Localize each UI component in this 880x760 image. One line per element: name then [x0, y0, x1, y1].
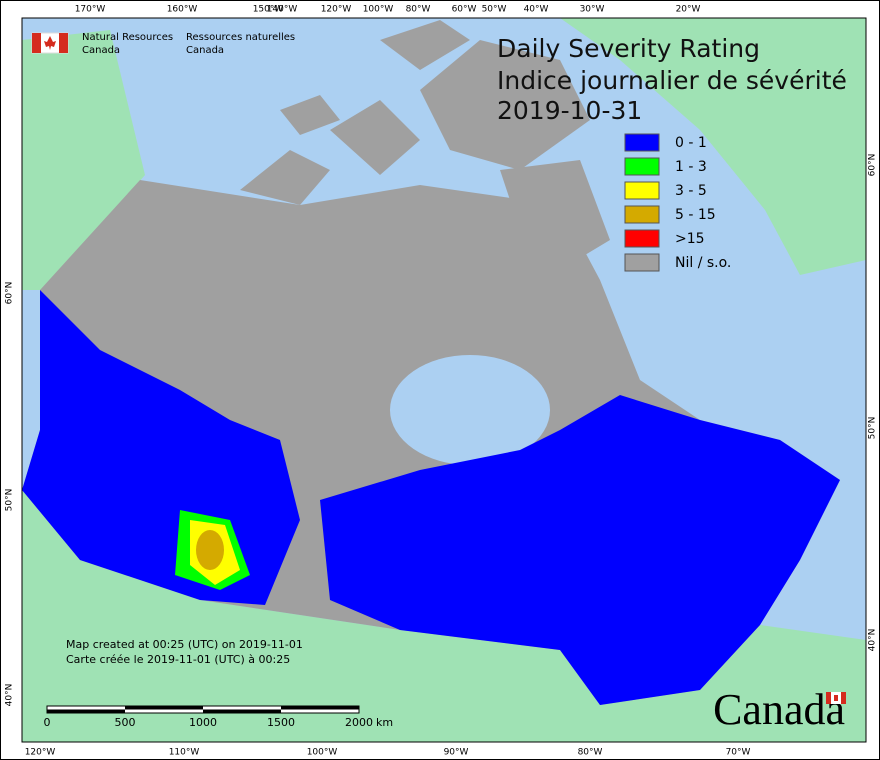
greenland — [560, 18, 866, 275]
wordmark: Canada — [713, 685, 845, 734]
wordmark-flag — [826, 692, 846, 704]
longitude-label: 160°W — [167, 5, 198, 15]
legend-swatch — [624, 133, 660, 152]
latitude-label: 60°N — [868, 154, 878, 177]
map-area — [22, 18, 866, 742]
legend-label: Nil / s.o. — [675, 255, 731, 271]
longitude-label: 30°W — [580, 5, 605, 15]
map-frame — [21, 17, 867, 743]
arctic-islands — [240, 20, 610, 270]
latitude-label: 40°N — [868, 629, 878, 652]
usa — [22, 490, 866, 742]
legend-label: >15 — [675, 231, 705, 247]
longitude-label: 70°W — [726, 748, 751, 758]
legend-swatch — [624, 181, 660, 200]
longitude-label: 20°W — [676, 5, 701, 15]
longitude-label: 40°W — [524, 5, 549, 15]
legend-swatch — [624, 205, 660, 224]
longitude-label: 170°W — [75, 5, 106, 15]
title: 2019-10-31 — [497, 96, 642, 125]
scale-bar — [46, 705, 360, 714]
longitude-label: 120°W — [25, 748, 56, 758]
longitude-label: 80°W — [578, 748, 603, 758]
legend-label: 1 - 3 — [675, 159, 707, 175]
legend-label: 0 - 1 — [675, 135, 707, 151]
scale-label: 500 — [115, 716, 136, 729]
title: Indice journalier de sévérité — [497, 66, 847, 95]
longitude-label: 50°W — [482, 5, 507, 15]
latitude-label: 60°N — [5, 282, 15, 305]
high-area — [196, 530, 224, 570]
agency-en: Natural Resources — [82, 32, 173, 43]
longitude-label: 110°W — [169, 748, 200, 758]
east-region — [320, 395, 840, 705]
title: Daily Severity Rating — [497, 34, 760, 63]
agency-fr: Ressources naturelles — [186, 32, 295, 43]
legend-label: 3 - 5 — [675, 183, 707, 199]
legend-swatch — [624, 253, 660, 272]
agency-fr: Canada — [186, 45, 224, 56]
longitude-label: 80°W — [406, 5, 431, 15]
longitude-label: 90°W — [444, 748, 469, 758]
longitude-label: 140°W — [267, 5, 298, 15]
legend-swatch — [624, 157, 660, 176]
scale-unit: km — [376, 716, 393, 729]
scale-label: 0 — [44, 716, 51, 729]
longitude-label: 100°W — [363, 5, 394, 15]
note: Carte créée le 2019-11-01 (UTC) à 00:25 — [66, 653, 290, 666]
latitude-label: 40°N — [5, 684, 15, 707]
longitude-label: 60°W — [452, 5, 477, 15]
scale-label: 1500 — [267, 716, 295, 729]
alaska — [22, 30, 145, 290]
scale-label: 1000 — [189, 716, 217, 729]
agency-en: Canada — [82, 45, 120, 56]
legend-swatch — [624, 229, 660, 248]
scale-label: 2000 — [345, 716, 373, 729]
longitude-label: 150°W — [253, 5, 284, 15]
longitude-label: 100°W — [307, 748, 338, 758]
latitude-label: 50°N — [5, 489, 15, 512]
longitude-label: 120°W — [321, 5, 352, 15]
flag — [31, 32, 69, 54]
legend-label: 5 - 15 — [675, 207, 716, 223]
latitude-label: 50°N — [868, 417, 878, 440]
note: Map created at 00:25 (UTC) on 2019-11-01 — [66, 638, 303, 651]
hudson-bay — [390, 355, 550, 465]
